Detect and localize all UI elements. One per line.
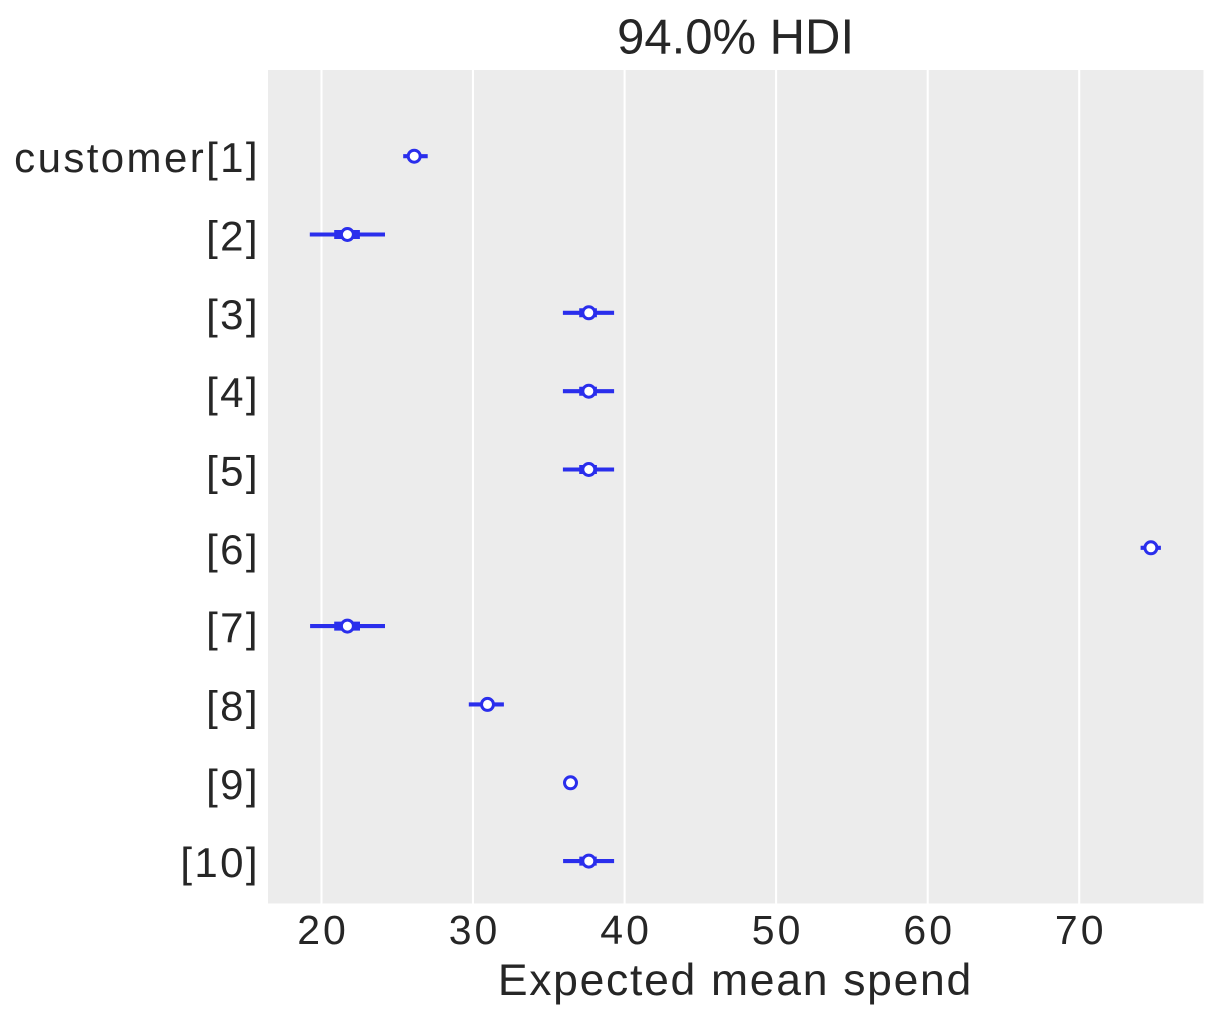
svg-text:40: 40	[600, 907, 652, 953]
svg-text:20: 20	[297, 907, 349, 953]
svg-text:[2]: [2]	[206, 213, 260, 260]
svg-text:[5]: [5]	[206, 448, 260, 495]
svg-text:customer[1]: customer[1]	[14, 134, 260, 181]
svg-text:[3]: [3]	[206, 291, 260, 338]
svg-text:94.0% HDI: 94.0% HDI	[617, 11, 854, 65]
svg-text:[9]: [9]	[206, 761, 260, 808]
svg-text:70: 70	[1055, 907, 1107, 953]
svg-text:30: 30	[449, 907, 501, 953]
svg-text:Expected mean spend: Expected mean spend	[498, 956, 973, 1005]
svg-text:60: 60	[903, 907, 955, 953]
svg-text:[7]: [7]	[206, 604, 260, 651]
svg-text:[10]: [10]	[180, 839, 260, 886]
svg-text:[4]: [4]	[206, 369, 260, 416]
svg-text:50: 50	[752, 907, 804, 953]
svg-text:[6]: [6]	[206, 526, 260, 573]
svg-text:[8]: [8]	[206, 682, 260, 729]
